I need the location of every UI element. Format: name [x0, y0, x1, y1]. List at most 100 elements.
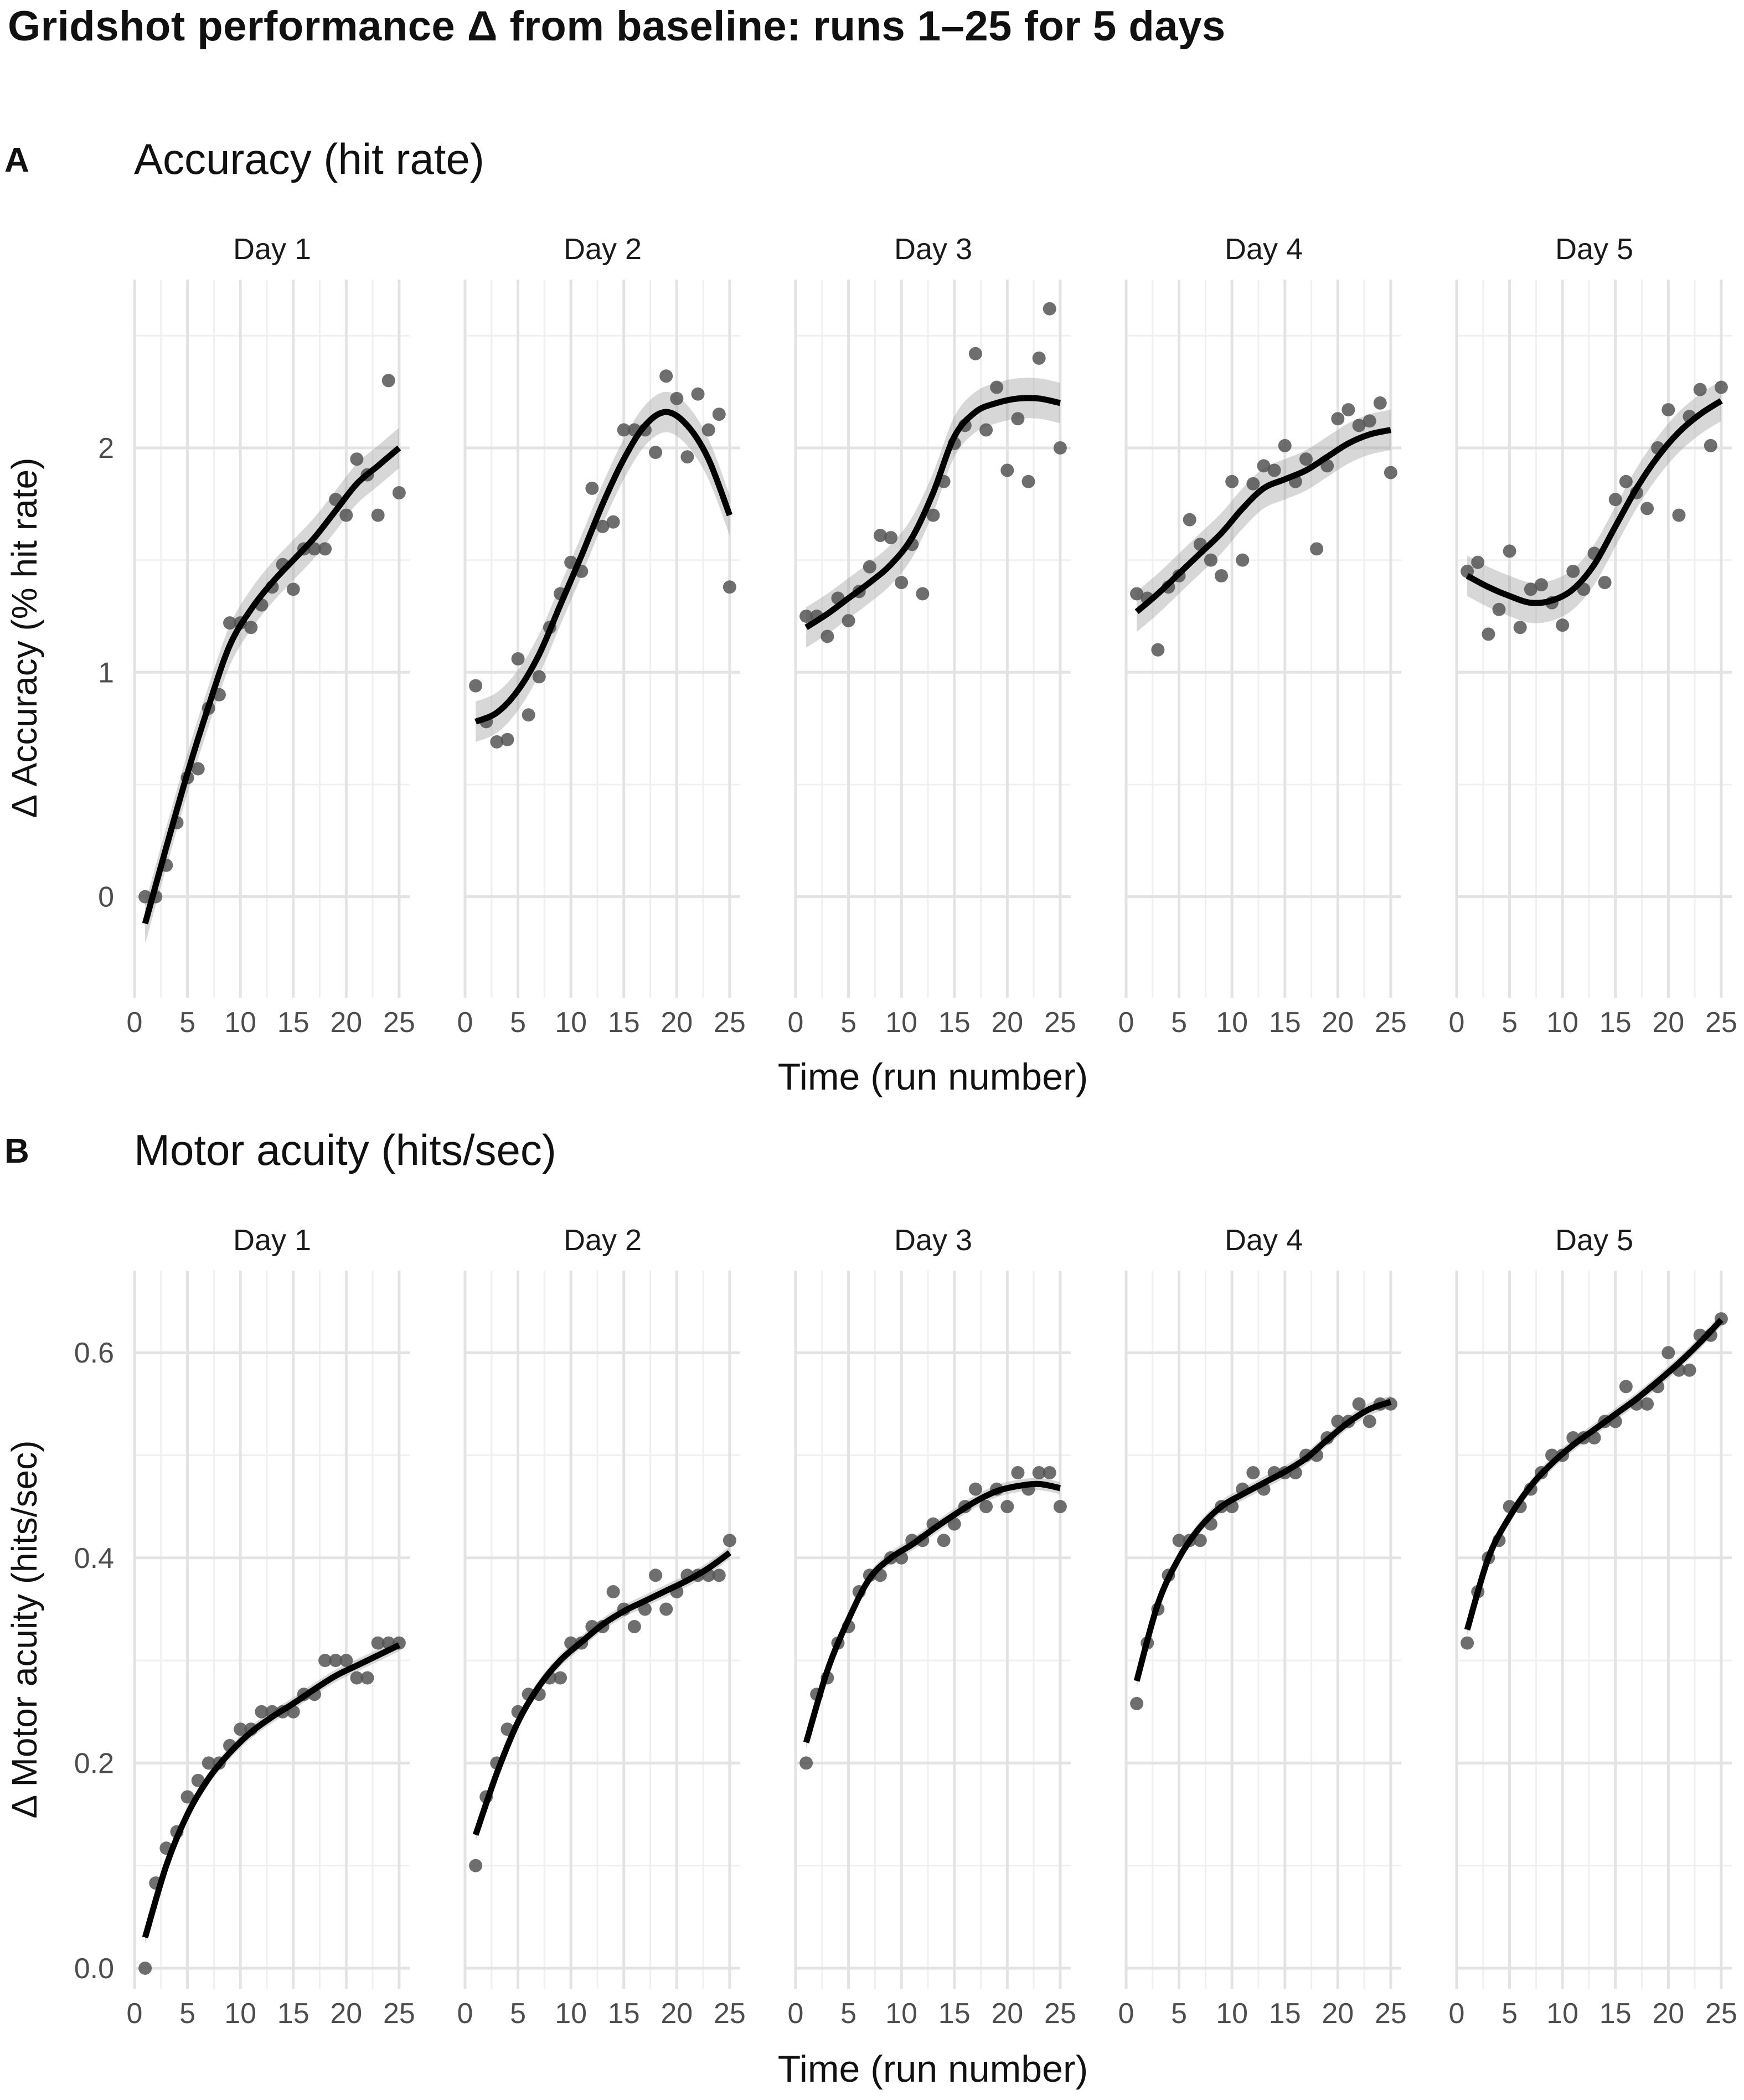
x-tick-label: 20	[991, 1998, 1023, 2030]
fit-line	[1464, 1318, 1724, 1631]
data-point	[1640, 1397, 1654, 1411]
panel-letter: A	[4, 141, 29, 179]
data-point	[339, 1654, 353, 1668]
data-point	[532, 670, 546, 684]
data-point	[723, 580, 736, 594]
data-point	[1619, 474, 1633, 488]
x-tick-label: 10	[1216, 1998, 1248, 2030]
data-point	[1246, 1466, 1260, 1480]
data-point	[329, 1654, 343, 1668]
x-tick-label: 15	[1599, 1998, 1632, 2030]
data-point	[1032, 1466, 1046, 1480]
data-point	[1352, 419, 1366, 432]
data-point	[979, 423, 993, 437]
data-point	[968, 347, 982, 360]
fit-line	[142, 445, 401, 925]
x-axis-label: Time (run number)	[778, 2048, 1088, 2090]
data-point	[1151, 643, 1165, 657]
facet-label: Day 5	[1555, 1224, 1633, 1257]
x-tick-label: 20	[1322, 1007, 1354, 1039]
x-tick-label: 0	[1449, 1007, 1465, 1039]
y-tick-label: 2	[98, 432, 114, 465]
data-point	[1672, 508, 1686, 522]
x-tick-label: 5	[179, 1007, 195, 1039]
data-point	[318, 542, 332, 556]
x-tick-label: 0	[457, 1998, 473, 2030]
x-tick-label: 15	[608, 1007, 640, 1039]
x-tick-label: 15	[938, 1007, 971, 1039]
x-tick-label: 0	[1118, 1998, 1134, 2030]
panel-a: A Accuracy (hit rate) Δ Accuracy (% hit ra…	[4, 135, 1737, 1098]
data-point	[1714, 380, 1728, 394]
y-tick-label: 0.6	[74, 1337, 114, 1369]
x-axis-label: Time (run number)	[778, 1056, 1088, 1098]
data-point	[884, 531, 898, 545]
data-point	[712, 1568, 726, 1582]
facet-1: Day 1 0 5 10 15 20 25	[127, 233, 415, 1039]
data-point	[1331, 412, 1345, 426]
data-point	[1704, 438, 1717, 452]
x-tick-label: 25	[1044, 1007, 1076, 1039]
data-point	[223, 616, 237, 630]
data-point	[1513, 621, 1527, 634]
x-tick-label: 15	[1269, 1998, 1301, 2030]
confidence-band	[145, 427, 399, 944]
x-tick-label: 5	[1171, 1998, 1187, 2030]
data-point	[1384, 466, 1397, 479]
data-point	[606, 1585, 620, 1598]
data-point	[659, 369, 673, 383]
x-tick-label: 10	[885, 1007, 917, 1039]
fit-line	[803, 1480, 1061, 1743]
data-point	[469, 1859, 483, 1872]
data-point	[1482, 627, 1495, 641]
data-point	[1683, 1363, 1696, 1377]
data-point	[1363, 414, 1376, 428]
x-tick-label: 10	[1546, 1007, 1578, 1039]
x-tick-label: 25	[1375, 1007, 1407, 1039]
data-point	[138, 1961, 152, 1975]
x-tick-label: 20	[991, 1007, 1023, 1039]
data-point	[1373, 396, 1387, 410]
x-tick-label: 25	[1375, 1998, 1407, 2030]
data-point	[511, 652, 525, 665]
data-point	[596, 519, 610, 533]
data-point	[202, 1756, 215, 1770]
data-point	[490, 735, 504, 749]
x-tick-label: 0	[127, 1007, 143, 1039]
x-tick-label: 15	[938, 1998, 971, 2030]
facet-label: Day 4	[1225, 1224, 1303, 1257]
data-point	[1341, 403, 1355, 417]
fit-line	[474, 409, 733, 725]
data-point	[234, 1722, 247, 1736]
data-point	[712, 407, 726, 421]
data-point	[873, 529, 887, 543]
panel-title: Motor acuity (hits/sec)	[134, 1126, 556, 1174]
data-point	[1503, 544, 1516, 558]
data-point	[1215, 569, 1229, 583]
data-point	[968, 1482, 982, 1496]
data-point	[180, 1790, 194, 1804]
fit-line	[142, 1642, 401, 1938]
data-point	[585, 481, 599, 495]
data-point	[392, 486, 406, 500]
x-tick-label: 5	[510, 1007, 526, 1039]
x-tick-label: 10	[1216, 1007, 1248, 1039]
data-point	[469, 679, 483, 693]
x-tick-label: 20	[661, 1998, 693, 2030]
fit-line	[1466, 398, 1723, 606]
data-point	[990, 380, 1004, 394]
data-point	[937, 1534, 951, 1547]
data-point	[821, 630, 834, 643]
x-tick-label: 15	[277, 1998, 309, 2030]
data-point	[1043, 1466, 1056, 1480]
data-point	[617, 423, 631, 437]
data-point	[350, 452, 364, 466]
data-point	[947, 1517, 961, 1531]
panel-title: Accuracy (hit rate)	[134, 135, 484, 183]
data-point	[360, 1671, 374, 1685]
data-point	[799, 1756, 813, 1770]
data-point	[1619, 1380, 1633, 1394]
x-tick-label: 0	[1449, 1998, 1465, 2030]
data-point	[371, 508, 385, 522]
